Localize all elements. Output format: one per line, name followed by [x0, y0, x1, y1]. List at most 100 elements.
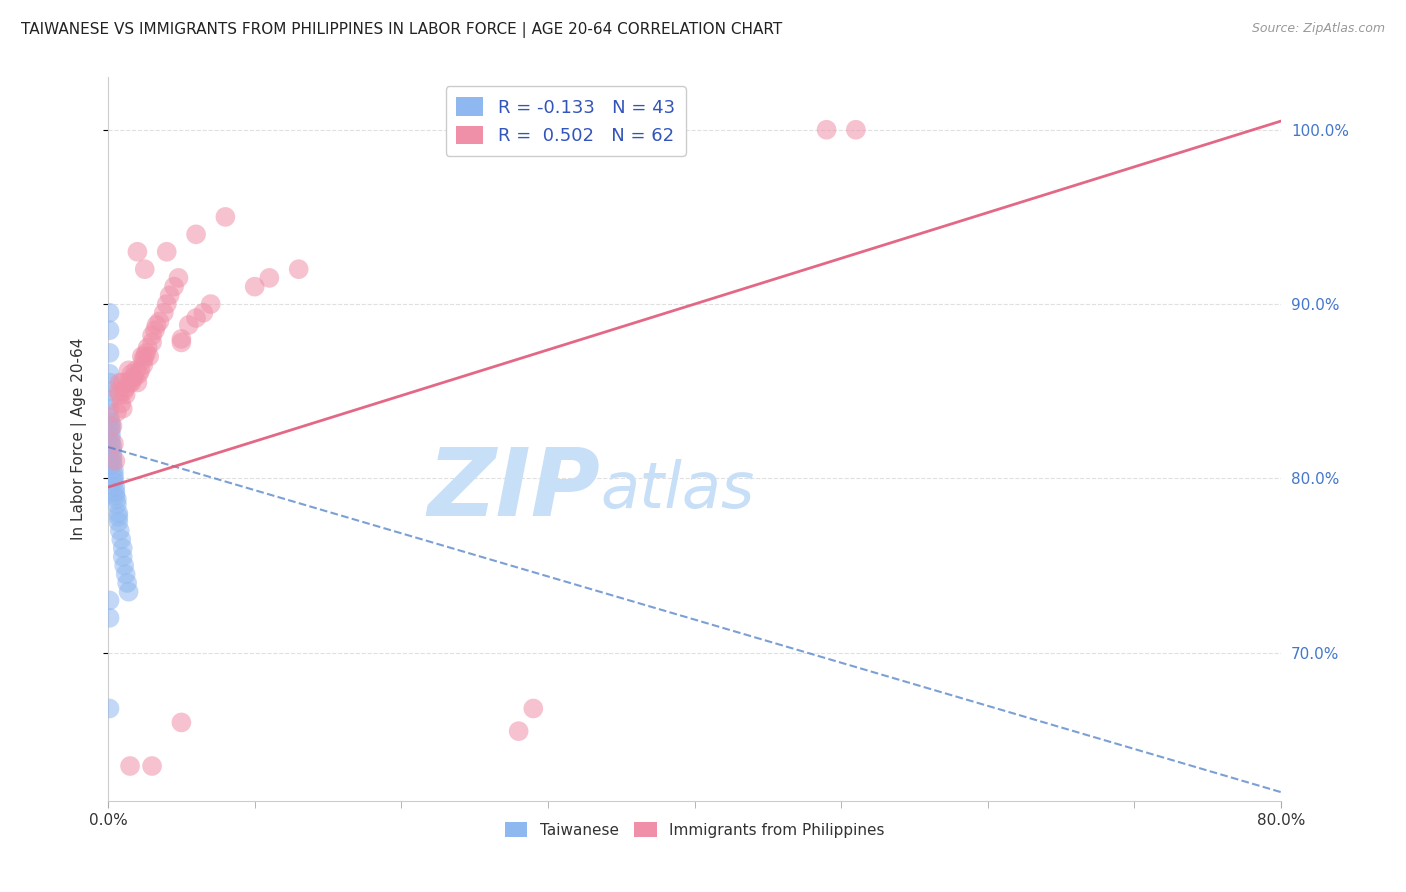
- Point: [110, 396, 132, 410]
- Point: [104, 454, 127, 468]
- Point: [115, 376, 138, 390]
- Point: [107, 506, 129, 520]
- Point: [845, 122, 868, 136]
- Point: [117, 363, 139, 377]
- Y-axis label: In Labor Force | Age 20-64: In Labor Force | Age 20-64: [72, 338, 87, 541]
- Point: [110, 533, 132, 547]
- Point: [167, 271, 190, 285]
- Point: [193, 306, 215, 320]
- Point: [170, 715, 193, 730]
- Point: [107, 509, 129, 524]
- Point: [136, 341, 159, 355]
- Point: [101, 454, 124, 468]
- Point: [163, 279, 186, 293]
- Point: [152, 306, 174, 320]
- Point: [120, 759, 142, 773]
- Point: [103, 467, 125, 482]
- Point: [104, 489, 127, 503]
- Point: [159, 288, 181, 302]
- Point: [100, 427, 122, 442]
- Point: [170, 335, 193, 350]
- Point: [815, 122, 838, 136]
- Point: [98, 346, 121, 360]
- Point: [508, 724, 530, 739]
- Point: [141, 328, 163, 343]
- Point: [117, 584, 139, 599]
- Point: [98, 384, 121, 399]
- Point: [115, 576, 138, 591]
- Point: [184, 311, 207, 326]
- Point: [100, 433, 122, 447]
- Point: [124, 370, 146, 384]
- Point: [112, 384, 135, 399]
- Legend: Taiwanese, Immigrants from Philippines: Taiwanese, Immigrants from Philippines: [499, 815, 891, 844]
- Point: [98, 593, 121, 607]
- Point: [101, 419, 124, 434]
- Text: atlas: atlas: [600, 458, 755, 521]
- Point: [103, 471, 125, 485]
- Point: [103, 463, 125, 477]
- Text: Source: ZipAtlas.com: Source: ZipAtlas.com: [1251, 22, 1385, 36]
- Point: [121, 367, 143, 381]
- Point: [200, 297, 222, 311]
- Point: [138, 350, 160, 364]
- Point: [98, 392, 121, 407]
- Point: [108, 524, 131, 538]
- Text: TAIWANESE VS IMMIGRANTS FROM PHILIPPINES IN LABOR FORCE | AGE 20-64 CORRELATION : TAIWANESE VS IMMIGRANTS FROM PHILIPPINES…: [21, 22, 782, 38]
- Point: [243, 279, 266, 293]
- Point: [143, 323, 166, 337]
- Point: [114, 387, 136, 401]
- Point: [145, 318, 167, 332]
- Point: [127, 244, 149, 259]
- Point: [98, 323, 121, 337]
- Point: [132, 358, 155, 372]
- Point: [259, 271, 281, 285]
- Point: [125, 363, 148, 377]
- Point: [98, 306, 121, 320]
- Point: [103, 475, 125, 489]
- Point: [134, 262, 156, 277]
- Text: ZIP: ZIP: [427, 444, 600, 536]
- Point: [177, 318, 200, 332]
- Point: [98, 410, 121, 425]
- Point: [121, 376, 143, 390]
- Point: [148, 314, 170, 328]
- Point: [100, 416, 122, 430]
- Point: [101, 458, 124, 472]
- Point: [103, 436, 125, 450]
- Point: [104, 480, 127, 494]
- Point: [127, 376, 149, 390]
- Point: [141, 335, 163, 350]
- Point: [101, 440, 124, 454]
- Point: [134, 350, 156, 364]
- Point: [107, 384, 129, 399]
- Point: [105, 498, 128, 512]
- Point: [108, 387, 131, 401]
- Point: [114, 381, 136, 395]
- Point: [107, 515, 129, 529]
- Point: [100, 419, 122, 434]
- Point: [522, 701, 544, 715]
- Point: [105, 492, 128, 507]
- Point: [111, 376, 134, 390]
- Point: [111, 549, 134, 564]
- Point: [98, 367, 121, 381]
- Point: [156, 244, 179, 259]
- Point: [100, 423, 122, 437]
- Point: [101, 445, 124, 459]
- Point: [129, 363, 152, 377]
- Point: [120, 376, 142, 390]
- Point: [98, 701, 121, 715]
- Point: [114, 567, 136, 582]
- Point: [184, 227, 207, 242]
- Point: [122, 370, 145, 384]
- Point: [156, 297, 179, 311]
- Point: [131, 350, 153, 364]
- Point: [104, 485, 127, 500]
- Point: [111, 541, 134, 555]
- Point: [141, 759, 163, 773]
- Point: [98, 376, 121, 390]
- Point: [98, 611, 121, 625]
- Point: [100, 436, 122, 450]
- Point: [111, 401, 134, 416]
